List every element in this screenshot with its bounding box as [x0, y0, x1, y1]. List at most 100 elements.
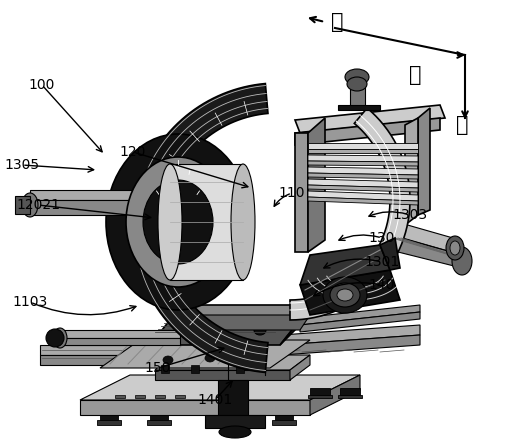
Text: 110: 110 [278, 186, 305, 200]
Ellipse shape [126, 157, 230, 287]
Polygon shape [299, 270, 399, 315]
Polygon shape [100, 415, 118, 420]
Polygon shape [307, 143, 417, 149]
Polygon shape [100, 340, 309, 368]
Polygon shape [205, 415, 265, 428]
Ellipse shape [336, 289, 352, 301]
Polygon shape [97, 420, 121, 425]
Ellipse shape [106, 134, 249, 310]
Polygon shape [417, 108, 429, 215]
Polygon shape [307, 149, 417, 153]
Polygon shape [290, 108, 409, 320]
Polygon shape [240, 325, 419, 348]
Polygon shape [161, 365, 168, 373]
Polygon shape [60, 330, 180, 338]
Polygon shape [299, 312, 419, 332]
Polygon shape [299, 305, 419, 325]
Polygon shape [135, 395, 145, 398]
Ellipse shape [346, 77, 366, 91]
Text: 140: 140 [368, 278, 394, 292]
Text: 120: 120 [120, 145, 146, 159]
Polygon shape [190, 315, 309, 330]
Polygon shape [30, 190, 169, 200]
Polygon shape [191, 365, 199, 373]
Polygon shape [307, 173, 417, 179]
Ellipse shape [451, 247, 471, 275]
Polygon shape [307, 118, 324, 252]
Text: 左: 左 [408, 65, 420, 85]
Polygon shape [155, 370, 290, 380]
Text: 130: 130 [368, 231, 394, 245]
Polygon shape [307, 185, 417, 192]
Polygon shape [389, 235, 461, 268]
Ellipse shape [205, 354, 215, 362]
Polygon shape [80, 375, 359, 400]
Polygon shape [133, 84, 267, 373]
Ellipse shape [218, 426, 250, 438]
Polygon shape [236, 365, 243, 373]
Ellipse shape [329, 283, 359, 307]
Polygon shape [379, 238, 399, 270]
Polygon shape [404, 118, 417, 225]
Polygon shape [80, 400, 309, 415]
Polygon shape [294, 105, 444, 133]
Polygon shape [337, 105, 379, 110]
Polygon shape [150, 320, 299, 345]
Ellipse shape [445, 236, 463, 260]
Polygon shape [349, 80, 364, 108]
Polygon shape [307, 155, 417, 162]
Polygon shape [279, 305, 315, 345]
Polygon shape [271, 420, 295, 425]
Text: 12021: 12021 [16, 198, 60, 212]
Ellipse shape [53, 328, 67, 348]
Polygon shape [274, 415, 293, 420]
Ellipse shape [22, 193, 38, 217]
Polygon shape [217, 380, 247, 415]
Ellipse shape [253, 325, 266, 335]
Polygon shape [175, 395, 185, 398]
Text: 1401: 1401 [197, 393, 232, 407]
Polygon shape [169, 305, 315, 320]
Polygon shape [307, 197, 417, 205]
Ellipse shape [249, 352, 260, 360]
Text: 1303: 1303 [391, 208, 427, 222]
Polygon shape [150, 415, 167, 420]
Text: 150: 150 [145, 361, 171, 375]
Polygon shape [40, 345, 200, 355]
Text: 1103: 1103 [12, 295, 47, 309]
Ellipse shape [209, 330, 220, 340]
Text: 1305: 1305 [5, 158, 40, 172]
Ellipse shape [231, 164, 254, 280]
Text: 下: 下 [455, 115, 467, 135]
Ellipse shape [163, 356, 173, 364]
Ellipse shape [158, 164, 182, 280]
Polygon shape [299, 245, 389, 285]
Polygon shape [60, 338, 180, 345]
Polygon shape [307, 395, 331, 398]
Polygon shape [115, 395, 125, 398]
Ellipse shape [143, 180, 213, 264]
Ellipse shape [449, 241, 459, 255]
Text: 1301: 1301 [363, 255, 399, 269]
Text: 100: 100 [29, 78, 55, 92]
Polygon shape [155, 395, 165, 398]
Ellipse shape [344, 69, 369, 85]
Polygon shape [240, 335, 419, 358]
Ellipse shape [46, 329, 64, 347]
Polygon shape [294, 118, 439, 145]
Polygon shape [290, 355, 309, 380]
Polygon shape [147, 420, 171, 425]
Polygon shape [389, 220, 461, 255]
Text: 后: 后 [330, 12, 343, 32]
Polygon shape [169, 164, 242, 280]
Ellipse shape [322, 277, 366, 313]
Polygon shape [309, 388, 329, 395]
Polygon shape [307, 191, 417, 201]
Polygon shape [294, 133, 307, 252]
Polygon shape [340, 388, 359, 395]
Polygon shape [40, 355, 200, 365]
Polygon shape [15, 196, 30, 214]
Polygon shape [307, 179, 417, 188]
Polygon shape [309, 375, 359, 415]
Polygon shape [307, 161, 417, 166]
